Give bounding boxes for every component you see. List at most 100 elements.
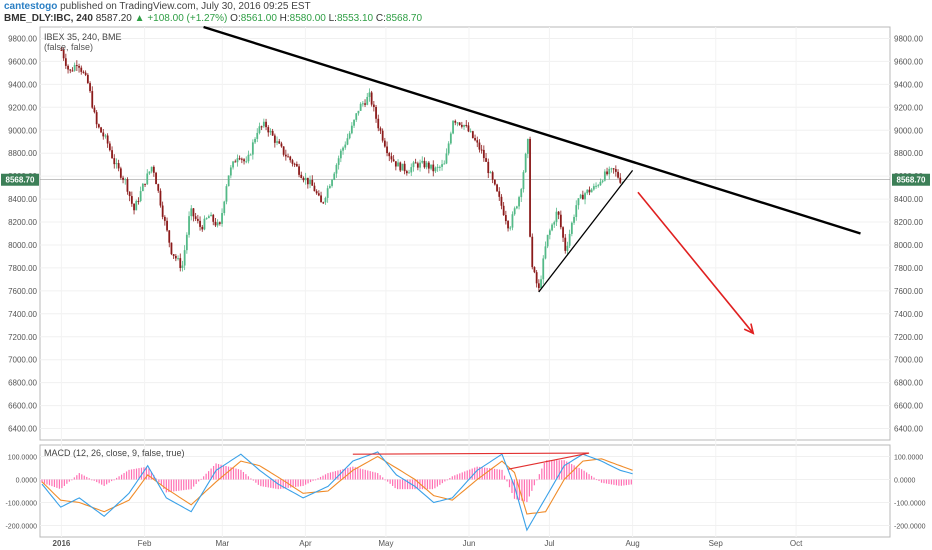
macd-histogram-bar bbox=[133, 468, 135, 480]
macd-histogram-bar bbox=[503, 475, 506, 480]
candle-body bbox=[520, 189, 523, 198]
macd-histogram-bar bbox=[160, 479, 162, 486]
candle-body bbox=[234, 161, 237, 163]
macd-histogram-bar bbox=[623, 479, 625, 486]
candle-body bbox=[357, 110, 360, 114]
candle-body bbox=[463, 124, 465, 127]
candle-body bbox=[84, 72, 87, 75]
candle-body bbox=[313, 185, 316, 192]
macd-histogram-bar bbox=[93, 479, 95, 481]
macd-histogram-bar bbox=[255, 479, 257, 483]
macd-histogram-bar bbox=[625, 479, 627, 486]
candle-body bbox=[478, 142, 481, 150]
macd-histogram-bar bbox=[292, 479, 294, 488]
macd-histogram-bar bbox=[595, 479, 598, 481]
y-tick-label-right: 9800.00 bbox=[894, 34, 923, 43]
y-tick-label-left: 6600.00 bbox=[8, 402, 37, 411]
macd-histogram-bar bbox=[225, 465, 227, 480]
macd-histogram-bar bbox=[128, 469, 130, 480]
y-tick-label-left: 7800.00 bbox=[8, 264, 37, 273]
macd-histogram-bar bbox=[113, 479, 115, 481]
chart-frame bbox=[39, 26, 891, 538]
candle-body bbox=[513, 208, 516, 215]
macd-y-tick-right: 0.0000 bbox=[894, 478, 916, 485]
macd-histogram-bar bbox=[424, 479, 426, 490]
y-tick-label-left: 7400.00 bbox=[8, 310, 37, 319]
candle-body bbox=[150, 166, 153, 172]
macd-divergence-line bbox=[508, 452, 590, 470]
y-tick-label-left: 6800.00 bbox=[8, 379, 37, 388]
drawings[interactable] bbox=[203, 25, 861, 335]
macd-histogram-bar bbox=[78, 473, 80, 480]
candle-body bbox=[293, 163, 296, 165]
macd-histogram-bar bbox=[180, 479, 182, 491]
candle-body bbox=[410, 167, 413, 173]
candle-body bbox=[496, 184, 498, 192]
candle-body bbox=[430, 164, 432, 169]
candle-body bbox=[359, 103, 362, 111]
candle-body bbox=[210, 214, 212, 217]
candle-body bbox=[524, 153, 527, 173]
candle-body bbox=[537, 283, 540, 289]
candle-body bbox=[577, 198, 580, 206]
macd-histogram-bar bbox=[120, 474, 123, 480]
y-tick-label-left: 8200.00 bbox=[8, 218, 37, 227]
macd-line bbox=[41, 451, 633, 532]
macd-histogram-bar bbox=[446, 479, 448, 481]
candle-body bbox=[551, 224, 553, 231]
macd-histogram-bar bbox=[546, 460, 548, 480]
candle-body bbox=[335, 164, 338, 174]
macd-histogram-bar bbox=[319, 476, 322, 480]
candle-body bbox=[232, 161, 234, 168]
macd-histogram-bar bbox=[227, 466, 230, 480]
candle-body bbox=[603, 171, 606, 181]
candle-body bbox=[531, 236, 534, 268]
macd-histogram-bar bbox=[593, 477, 595, 480]
macd-histogram-bar bbox=[384, 479, 386, 481]
macd-histogram-bar bbox=[130, 469, 133, 480]
candle-body bbox=[196, 218, 199, 221]
candle-body bbox=[256, 132, 259, 139]
macd-histogram-bar bbox=[252, 479, 254, 481]
candle-body bbox=[86, 74, 89, 84]
macd-histogram-bar bbox=[265, 479, 267, 488]
candle-body bbox=[100, 127, 102, 133]
signal-line bbox=[41, 455, 633, 515]
macd-histogram-bar bbox=[496, 469, 498, 480]
x-tick-label: 2016 bbox=[53, 539, 71, 548]
candle-body bbox=[581, 194, 584, 200]
candle-body bbox=[364, 103, 366, 105]
author-link[interactable]: cantestogo bbox=[4, 1, 58, 12]
candle-body bbox=[372, 104, 375, 107]
candle-body bbox=[179, 258, 182, 268]
x-tick-label: Jul bbox=[544, 539, 554, 548]
candle-body bbox=[419, 162, 421, 168]
candle-body bbox=[573, 216, 575, 223]
candle-body bbox=[163, 216, 166, 221]
macd-histogram-bar bbox=[240, 469, 242, 480]
macd-histogram-bar bbox=[175, 479, 177, 492]
candle-body bbox=[370, 92, 373, 105]
macd-histogram-bar bbox=[404, 479, 406, 490]
candle-body bbox=[155, 172, 157, 185]
candle-body bbox=[361, 103, 364, 105]
candle-body bbox=[507, 221, 509, 229]
candle-body bbox=[238, 158, 241, 160]
macd-histogram-bar bbox=[96, 479, 98, 483]
macd-histogram-bar bbox=[526, 479, 528, 503]
macd-histogram-bar bbox=[106, 479, 108, 485]
macd-histogram-bar bbox=[387, 479, 389, 482]
candle-body bbox=[207, 216, 210, 219]
x-tick-label: Feb bbox=[138, 539, 152, 548]
candle-body bbox=[487, 161, 490, 174]
publish-info: published on TradingView.com, July 30, 2… bbox=[60, 1, 311, 12]
candle-body bbox=[287, 156, 289, 158]
candle-body bbox=[436, 166, 439, 168]
candle-body bbox=[447, 143, 450, 154]
macd-histogram-bar bbox=[232, 467, 235, 480]
candle-body bbox=[390, 156, 393, 160]
candle-body bbox=[128, 191, 131, 197]
candle-body bbox=[146, 173, 149, 185]
macd-histogram-bar bbox=[190, 479, 192, 490]
